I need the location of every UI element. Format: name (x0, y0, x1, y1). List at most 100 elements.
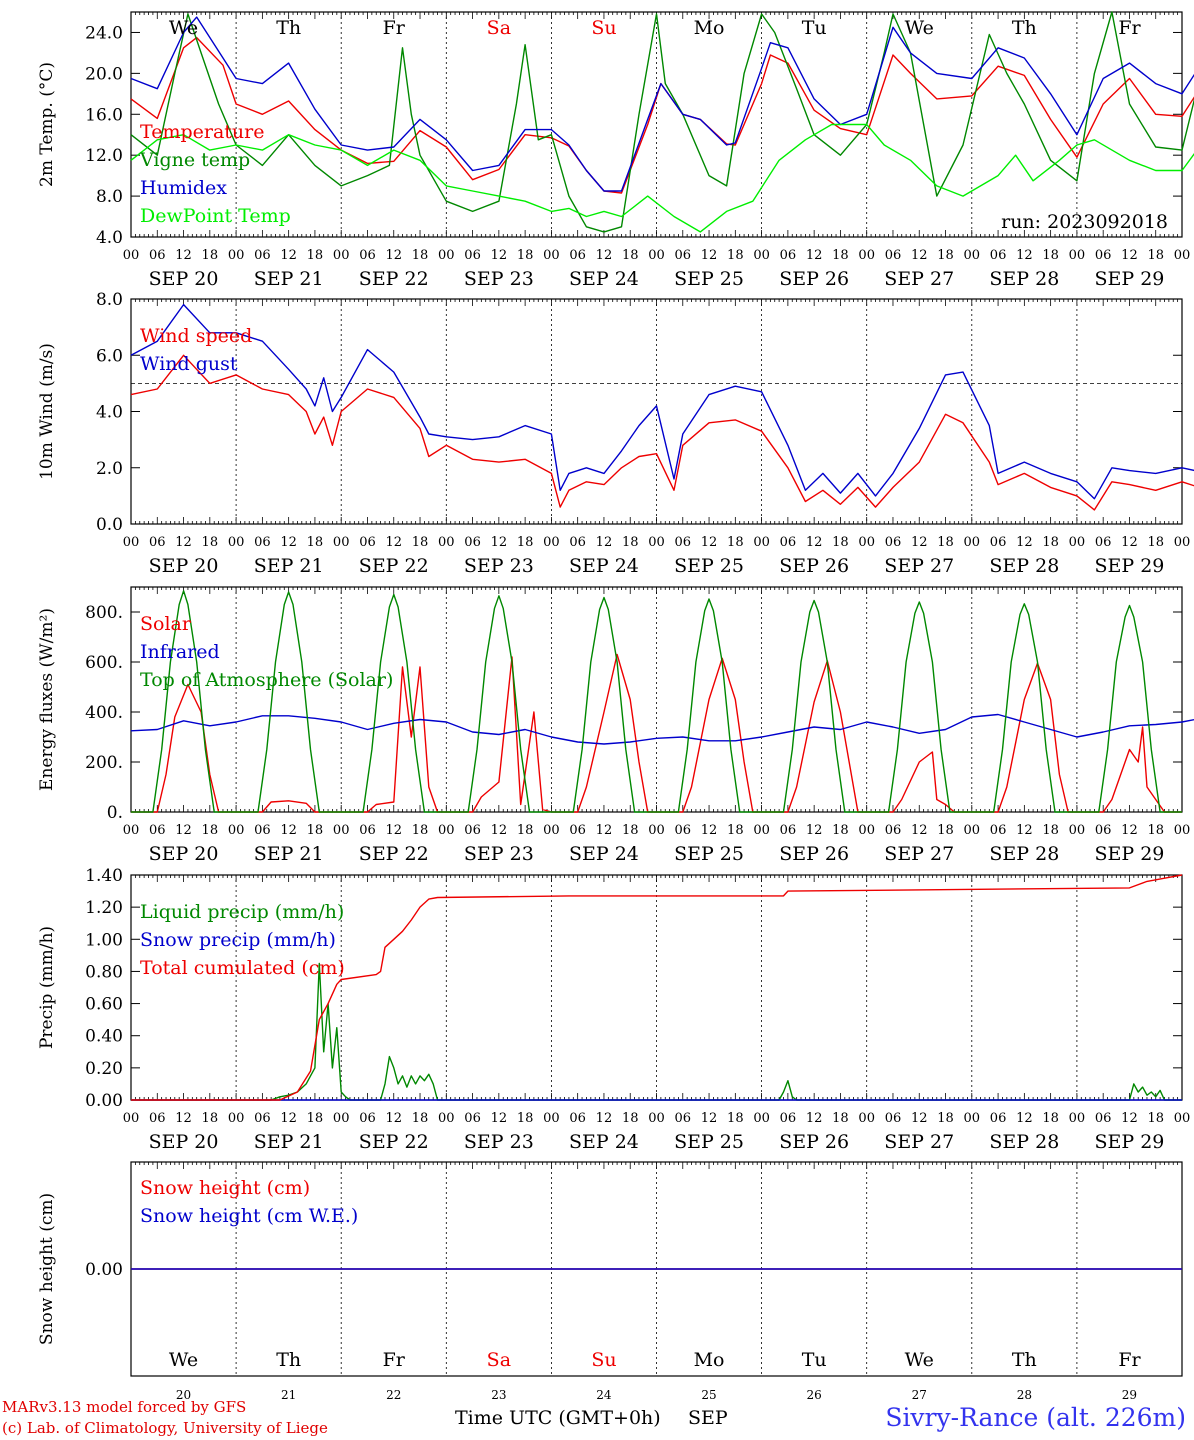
weekday-label-bottom: Th (276, 1349, 301, 1371)
energy-date-label: SEP 21 (254, 843, 324, 865)
temperature-hour-label: 12 (175, 248, 192, 263)
precip-ytick-label: 0.00 (85, 1091, 123, 1111)
precip-ytick-label: 0.40 (85, 1027, 123, 1047)
precip-hour-label: 12 (1016, 1111, 1033, 1126)
precip-hour-label: 06 (675, 1111, 692, 1126)
precip-legend-item: Snow precip (mm/h) (140, 929, 336, 951)
wind-date-label: SEP 21 (254, 555, 324, 577)
wind-hour-label: 12 (911, 535, 928, 550)
temperature-hour-label: 18 (1147, 248, 1164, 263)
precip-hour-label: 18 (412, 1111, 429, 1126)
weekday-label-bottom: We (169, 1349, 198, 1371)
wind-hour-label: 18 (622, 535, 639, 550)
temperature-hour-label: 00 (123, 248, 140, 263)
day-number-label: 23 (491, 1388, 506, 1402)
energy-date-label: SEP 26 (779, 843, 849, 865)
energy-hour-label: 06 (359, 823, 376, 838)
energy-hour-label: 18 (832, 823, 849, 838)
day-number-label: 29 (1122, 1388, 1137, 1402)
energy-hour-label: 18 (622, 823, 639, 838)
wind-hour-label: 06 (149, 535, 166, 550)
energy-series-line (131, 590, 1182, 813)
energy-hour-label: 00 (1069, 823, 1086, 838)
temperature-hour-label: 18 (832, 248, 849, 263)
precip-hour-label: 12 (385, 1111, 402, 1126)
temperature-hour-label: 00 (648, 248, 665, 263)
weekday-label-top: Fr (383, 17, 406, 39)
wind-hour-label: 12 (701, 535, 718, 550)
precip-hour-label: 00 (1174, 1111, 1191, 1126)
temperature-hour-label: 12 (280, 248, 297, 263)
energy-date-label: SEP 28 (989, 843, 1059, 865)
temperature-hour-label: 00 (438, 248, 455, 263)
weekday-label-bottom: Su (591, 1349, 616, 1371)
energy-hour-label: 06 (149, 823, 166, 838)
day-number-label: 21 (281, 1388, 296, 1402)
precip-hour-label: 06 (149, 1111, 166, 1126)
temperature-hour-label: 06 (1095, 248, 1112, 263)
precip-ytick-label: 1.00 (85, 930, 123, 950)
wind-date-label: SEP 26 (779, 555, 849, 577)
weekday-label-bottom: Fr (1118, 1349, 1141, 1371)
day-number-label: 26 (807, 1388, 822, 1402)
temperature-hour-label: 00 (228, 248, 245, 263)
energy-legend-item: Top of Atmosphere (Solar) (140, 669, 393, 691)
energy-hour-label: 12 (1121, 823, 1138, 838)
precip-date-label: SEP 28 (989, 1131, 1059, 1153)
wind-hour-label: 06 (464, 535, 481, 550)
weekday-label-top: Th (276, 17, 301, 39)
temperature-hour-label: 12 (1016, 248, 1033, 263)
day-number-label: 24 (596, 1388, 612, 1402)
energy-hour-label: 00 (648, 823, 665, 838)
precip-hour-label: 12 (280, 1111, 297, 1126)
temperature-hour-label: 18 (202, 248, 219, 263)
wind-ytick-label: 0.0 (96, 515, 123, 535)
precip-hour-label: 00 (964, 1111, 981, 1126)
temperature-hour-label: 00 (1069, 248, 1086, 263)
wind-ytick-label: 6.0 (96, 346, 123, 366)
precip-hour-label: 00 (1069, 1111, 1086, 1126)
temperature-hour-label: 00 (753, 248, 770, 263)
energy-hour-label: 18 (1147, 823, 1164, 838)
temperature-hour-label: 00 (1174, 248, 1191, 263)
energy-hour-label: 18 (307, 823, 324, 838)
energy-hour-label: 00 (123, 823, 140, 838)
precip-hour-label: 12 (175, 1111, 192, 1126)
precip-hour-label: 00 (228, 1111, 245, 1126)
precip-hour-label: 06 (254, 1111, 271, 1126)
energy-hour-label: 18 (727, 823, 744, 838)
weekday-label-top: We (905, 17, 934, 39)
wind-hour-label: 12 (385, 535, 402, 550)
energy-legend-item: Solar (140, 613, 192, 635)
wind-hour-label: 06 (885, 535, 902, 550)
temperature-hour-label: 18 (622, 248, 639, 263)
temperature-hour-label: 12 (491, 248, 508, 263)
energy-hour-label: 06 (254, 823, 271, 838)
temperature-hour-label: 18 (517, 248, 534, 263)
wind-ytick-label: 4.0 (96, 403, 123, 423)
temperature-hour-label: 06 (780, 248, 797, 263)
wind-hour-label: 06 (990, 535, 1007, 550)
wind-date-label: SEP 29 (1095, 555, 1165, 577)
energy-hour-label: 00 (753, 823, 770, 838)
day-number-label: 27 (912, 1388, 927, 1402)
wind-date-label: SEP 27 (884, 555, 954, 577)
precip-hour-label: 18 (307, 1111, 324, 1126)
precip-series-line (131, 874, 1183, 1101)
temperature-hour-label: 18 (307, 248, 324, 263)
precip-hour-label: 00 (333, 1111, 350, 1126)
weekday-label-bottom: Th (1012, 1349, 1037, 1371)
energy-hour-label: 12 (491, 823, 508, 838)
lab-credit: (c) Lab. of Climatology, University of L… (2, 1419, 328, 1437)
wind-hour-label: 12 (175, 535, 192, 550)
temperature-legend-item: Temperature (140, 121, 264, 143)
energy-date-label: SEP 25 (674, 843, 744, 865)
wind-hour-label: 18 (202, 535, 219, 550)
precip-hour-label: 00 (123, 1111, 140, 1126)
temperature-ytick-label: 16.0 (85, 105, 123, 125)
energy-date-label: SEP 24 (569, 843, 639, 865)
energy-hour-label: 00 (438, 823, 455, 838)
precip-hour-label: 06 (885, 1111, 902, 1126)
wind-hour-label: 18 (727, 535, 744, 550)
